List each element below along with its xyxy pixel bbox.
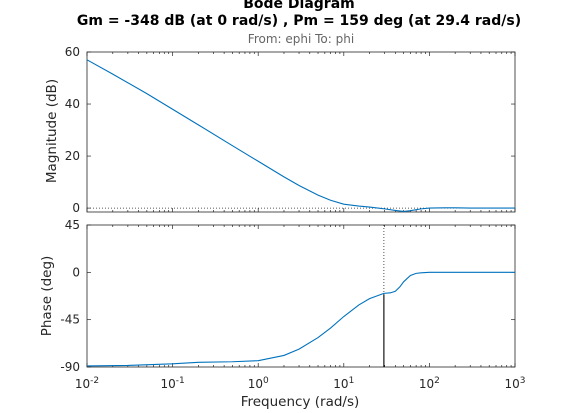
- phase-ylabel: Phase (deg): [39, 256, 55, 337]
- x-tick-label: 103: [504, 376, 525, 391]
- x-tick-label: 10-1: [160, 376, 184, 391]
- chart-title: Bode Diagram: [243, 0, 355, 12]
- x-tick-label: 10-2: [75, 376, 99, 391]
- magnitude-axes: [86, 51, 516, 213]
- phase-series: [86, 271, 515, 367]
- x-tick-label: 100: [248, 376, 269, 391]
- phase-axes: [86, 224, 516, 368]
- magnitude-y-tick-label: 60: [65, 45, 80, 59]
- magnitude-panel: 0 20 40 60 Magnitude (dB): [44, 45, 516, 215]
- magnitude-ylabel: Magnitude (dB): [44, 79, 60, 183]
- phase-panel: -90 -45 0 45 Phase (deg): [39, 218, 516, 374]
- magnitude-y-tick-label: 40: [65, 97, 80, 111]
- x-tick-label: 101: [333, 376, 354, 391]
- phase-y-tick-label: 45: [65, 218, 80, 232]
- magnitude-series: [86, 59, 515, 213]
- x-axis-label: Frequency (rad/s): [241, 394, 360, 410]
- phase-y-tick-label: 0: [72, 265, 80, 279]
- magnitude-y-tick-label: 20: [65, 149, 80, 163]
- x-tick-label: 102: [419, 376, 440, 391]
- phase-y-tick-label: -90: [60, 360, 80, 374]
- magnitude-y-tick-label: 0: [72, 201, 80, 215]
- io-label: From: ephi To: phi: [248, 32, 354, 46]
- chart-subtitle: Gm = -348 dB (at 0 rad/s) , Pm = 159 deg…: [77, 13, 521, 29]
- phase-y-tick-label: -45: [60, 313, 80, 327]
